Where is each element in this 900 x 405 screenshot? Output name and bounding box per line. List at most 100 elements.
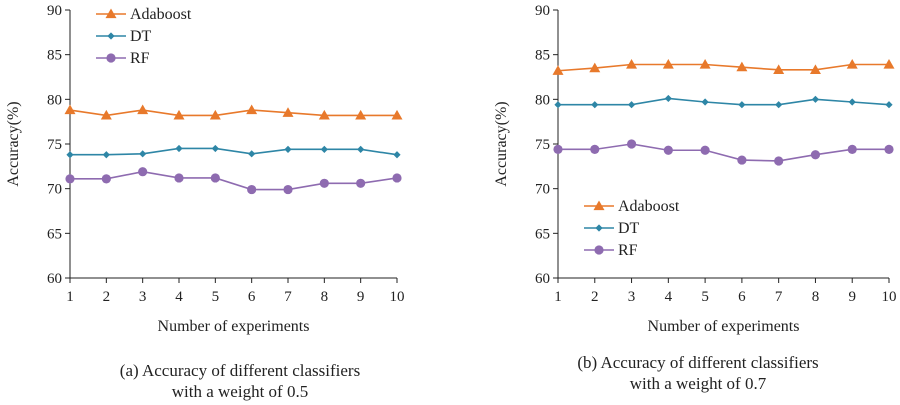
point-rf-b — [590, 144, 600, 154]
y-tick-label-a: 60 — [47, 271, 62, 287]
point-rf-a — [392, 173, 402, 183]
caption-b: (b) Accuracy of different classifiers wi… — [478, 352, 900, 394]
point-dt-a — [248, 150, 256, 158]
point-dt-a — [393, 151, 401, 159]
x-tick-label-b: 4 — [665, 289, 673, 305]
x-tick-label-a: 4 — [175, 289, 183, 305]
legend-marker-dt-b — [595, 224, 603, 232]
point-dt-b — [885, 101, 893, 109]
x-tick-label-a: 7 — [284, 289, 292, 305]
point-dt-b — [554, 101, 562, 109]
series-rf-a — [65, 167, 402, 195]
y-tick-label-a: 65 — [47, 226, 62, 242]
caption-a-line1: (a) Accuracy of different classifiers — [119, 361, 361, 380]
point-adaboost-b — [699, 58, 711, 69]
series-rf-b — [553, 139, 894, 166]
point-adaboost-b — [846, 58, 858, 69]
point-dt-b — [664, 94, 672, 103]
point-rf-b — [847, 144, 857, 154]
y-tick-label-b: 90 — [535, 3, 550, 19]
legend-label-rf-b: RF — [618, 242, 638, 259]
caption-a-line2: with a weight of 0.5 — [171, 382, 309, 401]
x-tick-label-a: 1 — [66, 289, 74, 305]
y-axis-label-a: Accuracy(%) — [5, 101, 22, 186]
x-tick-label-b: 7 — [775, 289, 783, 305]
point-dt-b — [627, 101, 636, 109]
x-tick-label-b: 3 — [628, 289, 636, 305]
point-adaboost-b — [552, 65, 564, 75]
point-adaboost-a — [246, 104, 258, 115]
x-tick-label-a: 5 — [212, 289, 220, 305]
point-rf-b — [774, 156, 784, 166]
x-tick-label-a: 8 — [321, 289, 329, 305]
point-dt-a — [211, 144, 219, 153]
point-rf-b — [700, 145, 710, 155]
point-adaboost-b — [589, 62, 601, 73]
x-tick-label-a: 6 — [248, 289, 256, 305]
legend-marker-adaboost-a — [105, 8, 117, 19]
line-rf-a — [70, 170, 398, 191]
legend-a: Adaboost DT RF — [96, 6, 192, 67]
point-rf-b — [663, 145, 673, 155]
axes-a: 60 65 70 75 80 85 90 1 2 3 4 5 6 7 8 9 10 Number of exper… — [5, 3, 405, 335]
line-dt-a — [70, 147, 398, 156]
point-rf-a — [210, 173, 220, 183]
point-dt-a — [139, 150, 147, 158]
point-adaboost-a — [173, 109, 185, 120]
point-adaboost-a — [355, 109, 367, 120]
point-dt-b — [811, 95, 820, 103]
point-dt-a — [320, 145, 328, 153]
point-adaboost-a — [209, 109, 221, 120]
y-tick-label-a: 80 — [47, 92, 62, 108]
y-axis-label-b: Accuracy(%) — [493, 101, 510, 186]
caption-b-line2: with a weight of 0.7 — [629, 374, 767, 393]
chart-panel-b: 60 65 70 75 80 85 90 1 2 3 4 5 6 7 8 9 10 Number of exper… — [493, 3, 897, 335]
point-rf-a — [319, 178, 329, 188]
legend-label-dt-a: DT — [130, 28, 152, 45]
x-axis-label-a: Number of experiments — [158, 318, 310, 335]
point-dt-a — [357, 145, 365, 153]
x-tick-label-b: 9 — [848, 289, 856, 305]
x-axis-label-b: Number of experiments — [648, 318, 800, 335]
axes-b: 60 65 70 75 80 85 90 1 2 3 4 5 6 7 8 9 10 Number of exper… — [493, 3, 897, 335]
point-dt-a — [66, 151, 74, 159]
x-tick-label-b: 1 — [554, 289, 562, 305]
chart-panel-a: 60 65 70 75 80 85 90 1 2 3 4 5 6 7 8 9 10 Number of exper… — [5, 3, 405, 335]
point-adaboost-a — [391, 109, 403, 120]
point-dt-b — [775, 101, 783, 109]
point-adaboost-a — [318, 109, 330, 120]
point-adaboost-b — [809, 64, 821, 74]
point-rf-a — [138, 167, 148, 177]
point-rf-a — [101, 174, 111, 184]
legend-label-adaboost-a: Adaboost — [130, 6, 192, 23]
x-tick-label-a: 2 — [103, 289, 111, 305]
legend-label-rf-a: RF — [130, 50, 150, 67]
y-tick-label-a: 75 — [47, 137, 62, 153]
x-tick-label-b: 2 — [591, 289, 599, 305]
legend-marker-rf-a — [106, 53, 116, 63]
caption-a: (a) Accuracy of different classifiers wi… — [20, 360, 460, 402]
point-adaboost-a — [64, 104, 76, 115]
point-adaboost-a — [100, 109, 112, 120]
point-rf-b — [737, 155, 747, 165]
y-tick-label-b: 80 — [535, 92, 550, 108]
point-rf-a — [356, 178, 366, 188]
y-tick-label-a: 70 — [47, 182, 62, 198]
point-rf-a — [174, 173, 184, 183]
point-adaboost-a — [137, 104, 149, 115]
series-dt-a — [66, 144, 401, 159]
y-tick-label-a: 90 — [47, 3, 62, 19]
x-tick-label-b: 8 — [812, 289, 820, 305]
point-dt-b — [591, 101, 599, 109]
legend-label-dt-b: DT — [618, 220, 640, 237]
point-adaboost-b — [736, 61, 748, 72]
point-dt-a — [102, 151, 110, 159]
point-rf-b — [810, 150, 821, 160]
y-tick-label-b: 65 — [535, 226, 550, 242]
y-tick-label-b: 60 — [535, 271, 550, 287]
point-adaboost-b — [662, 58, 674, 69]
x-tick-label-b: 5 — [701, 289, 709, 305]
y-tick-label-b: 75 — [535, 137, 550, 153]
point-dt-b — [848, 98, 856, 106]
